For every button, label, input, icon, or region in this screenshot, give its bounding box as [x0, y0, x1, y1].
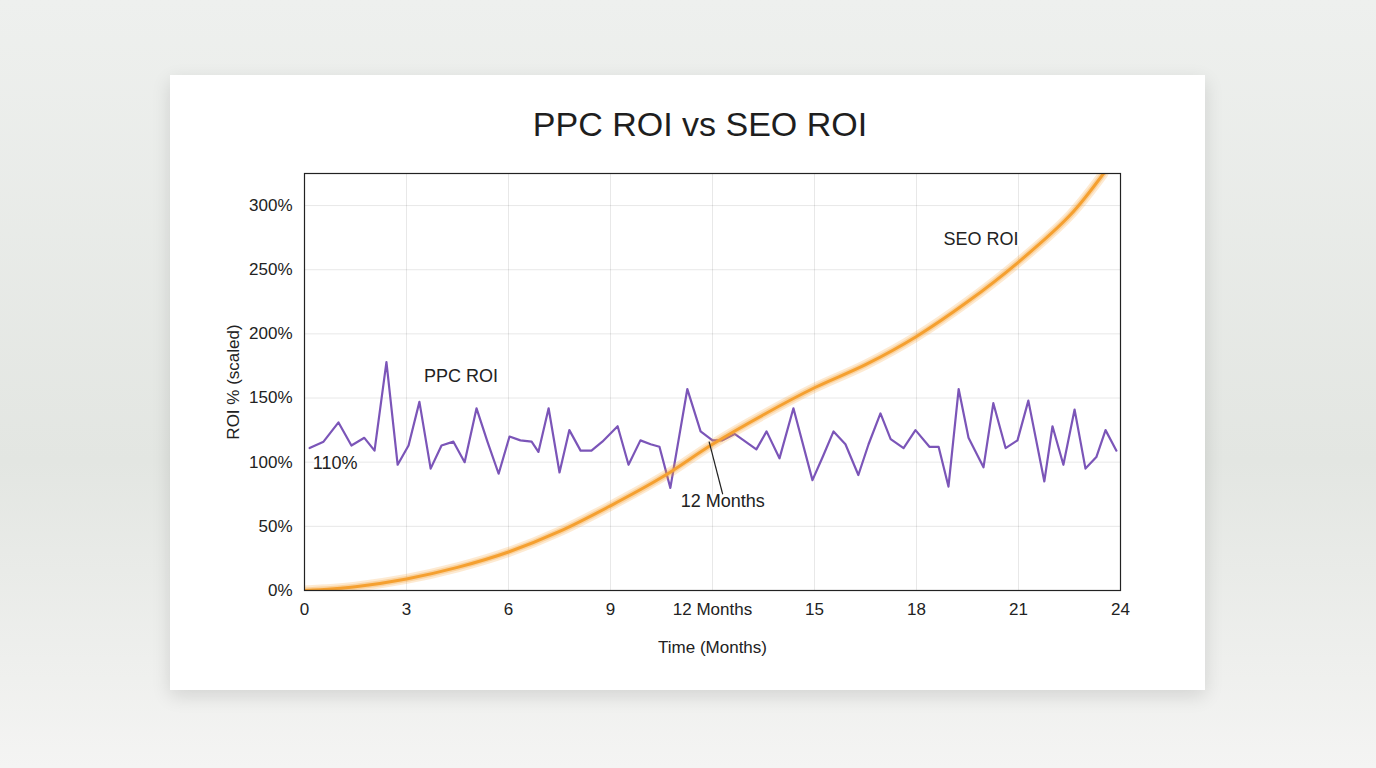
svg-text:Time (Months): Time (Months) [658, 638, 767, 657]
html-text:PPC ROI vs SEO ROI: PPC ROI vs SEO ROI [532, 105, 868, 143]
svg-text:250%: 250% [249, 260, 292, 279]
svg-text:150%: 150% [249, 388, 292, 407]
svg-text:9: 9 [606, 600, 615, 619]
svg-text:ROI % (scaled): ROI % (scaled) [224, 324, 243, 439]
svg-text:SEO ROI: SEO ROI [944, 229, 1019, 249]
svg-text:200%: 200% [249, 324, 292, 343]
svg-text:24: 24 [1111, 600, 1130, 619]
svg-text:50%: 50% [258, 517, 292, 536]
svg-text:12 Months: 12 Months [673, 600, 752, 619]
svg-text:0: 0 [300, 600, 309, 619]
svg-text:6: 6 [504, 600, 513, 619]
svg-text:15: 15 [805, 600, 824, 619]
svg-text:100%: 100% [249, 453, 292, 472]
svg-text:0%: 0% [268, 581, 293, 600]
svg-text:12 Months: 12 Months [681, 491, 765, 511]
svg-text:3: 3 [402, 600, 411, 619]
svg-text:PPC ROI: PPC ROI [424, 366, 498, 386]
svg-text:300%: 300% [249, 196, 292, 215]
svg-text:18: 18 [907, 600, 926, 619]
svg-text:21: 21 [1009, 600, 1028, 619]
svg-text:110%: 110% [313, 453, 358, 473]
